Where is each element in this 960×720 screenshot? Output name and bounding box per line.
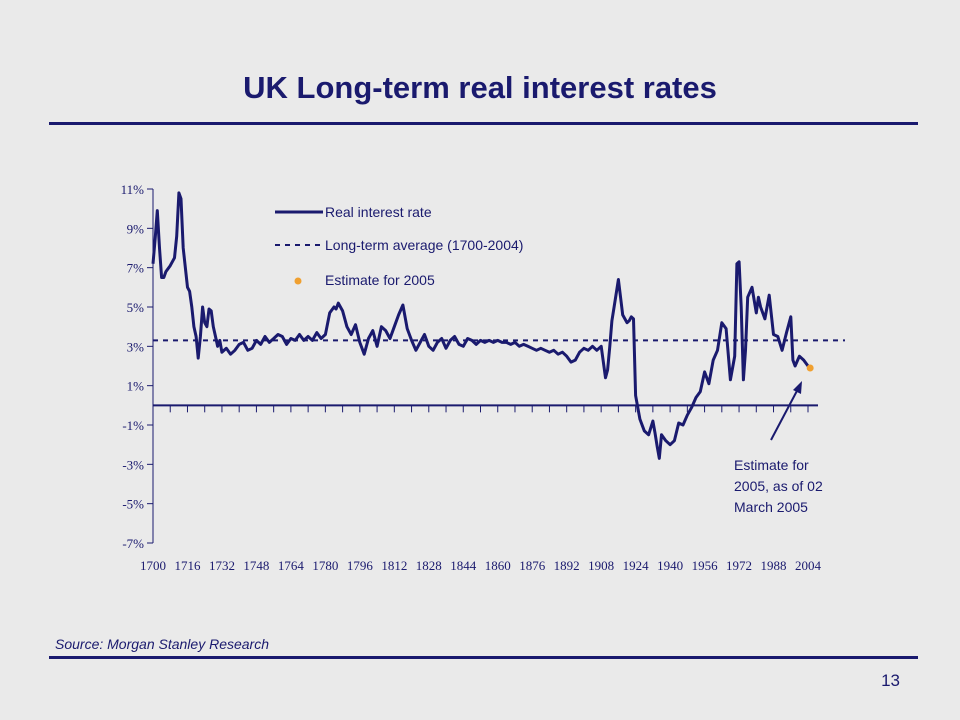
x-tick-label: 1796 <box>347 558 374 573</box>
legend-label: Real interest rate <box>325 204 432 220</box>
source-note: Source: Morgan Stanley Research <box>55 636 269 652</box>
y-tick-label: -3% <box>122 457 144 472</box>
y-tick-label: -5% <box>122 497 144 512</box>
annotation-arrow-line <box>770 386 800 441</box>
x-tick-label: 2004 <box>795 558 822 573</box>
page-number: 13 <box>881 671 900 690</box>
legend-label: Long-term average (1700-2004) <box>325 237 523 253</box>
annotation-arrowhead <box>793 381 802 394</box>
x-tick-label: 1700 <box>140 558 166 573</box>
y-tick-label: 3% <box>127 339 145 354</box>
x-tick-label: 1924 <box>623 558 650 573</box>
chart-legend: Real interest rate Long-term average (170… <box>275 204 523 288</box>
y-axis-ticks: 11% 9% 7% 5% 3% 1% -1% -3% -5% -7% <box>121 182 153 551</box>
x-tick-label: 1860 <box>485 558 511 573</box>
title-divider <box>49 122 918 125</box>
legend-swatch-estimate <box>294 277 302 285</box>
x-tick-label: 1972 <box>726 558 752 573</box>
x-tick-label: 1716 <box>174 558 201 573</box>
x-tick-label: 1908 <box>588 558 614 573</box>
x-tick-label: 1956 <box>692 558 719 573</box>
chart-annotation: Estimate for 2005, as of 02 March 2005 <box>734 381 823 515</box>
x-tick-label: 1764 <box>278 558 305 573</box>
series-real-interest-rate <box>151 191 810 460</box>
x-tick-label: 1812 <box>381 558 407 573</box>
y-tick-label: 1% <box>127 379 145 394</box>
y-tick-label: -7% <box>122 536 144 551</box>
y-tick-label: 7% <box>127 261 145 276</box>
x-tick-label: 1828 <box>416 558 442 573</box>
y-tick-label: 5% <box>127 300 145 315</box>
x-tick-label: 1748 <box>243 558 269 573</box>
legend-label: Estimate for 2005 <box>325 272 435 288</box>
x-tick-label: 1732 <box>209 558 235 573</box>
y-tick-label: 9% <box>127 221 145 236</box>
chart-series <box>151 191 845 460</box>
annotation-text: 2005, as of 02 <box>734 478 823 494</box>
y-tick-label: -1% <box>122 418 144 433</box>
estimate-2005-point <box>806 364 814 372</box>
y-tick-label: 11% <box>121 182 145 197</box>
x-tick-label: 1940 <box>657 558 683 573</box>
x-tick-label: 1876 <box>519 558 546 573</box>
footer-divider <box>49 656 918 659</box>
page-title: UK Long-term real interest rates <box>243 70 717 105</box>
annotation-text: Estimate for <box>734 457 809 473</box>
x-tick-label: 1780 <box>312 558 338 573</box>
x-tick-label: 1892 <box>554 558 580 573</box>
x-axis-ticks: 1700 1716 1732 1748 1764 1780 1796 1812 1828 1844… <box>140 405 822 573</box>
x-tick-label: 1844 <box>450 558 477 573</box>
x-tick-label: 1988 <box>761 558 787 573</box>
annotation-text: March 2005 <box>734 499 808 515</box>
